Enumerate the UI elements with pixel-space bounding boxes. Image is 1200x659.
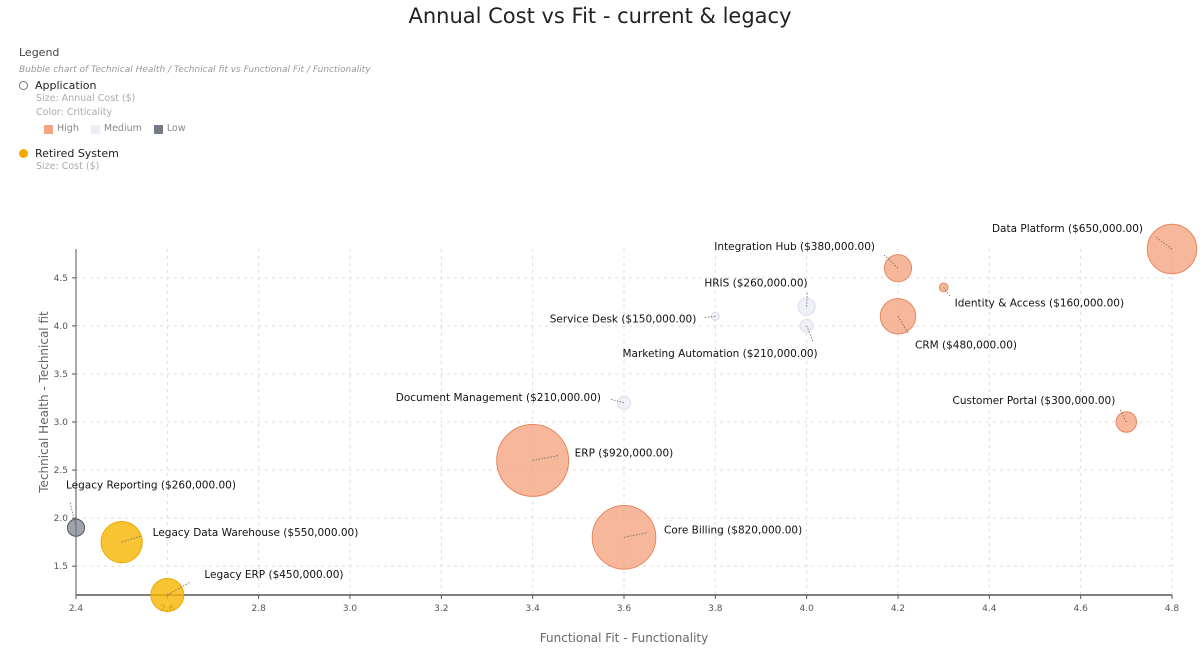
y-tick-label: 3.5 bbox=[54, 370, 68, 380]
data-label: Data Platform ($650,000.00) bbox=[992, 223, 1143, 235]
data-label: Service Desk ($150,000.00) bbox=[550, 313, 697, 325]
filled-circle-icon bbox=[19, 148, 28, 158]
y-tick-label: 3.0 bbox=[54, 418, 69, 428]
hollow-circle-icon bbox=[19, 81, 28, 90]
x-tick-label: 4.4 bbox=[982, 604, 997, 614]
y-tick-label: 1.5 bbox=[54, 562, 68, 572]
x-tick-label: 3.4 bbox=[526, 604, 541, 614]
x-tick-label: 4.6 bbox=[1074, 604, 1089, 614]
y-tick-label: 4.0 bbox=[54, 322, 69, 332]
x-tick-label: 2.8 bbox=[252, 604, 267, 614]
legend-application-label: Application bbox=[35, 79, 97, 92]
data-label: Customer Portal ($300,000.00) bbox=[952, 395, 1115, 407]
high-swatch bbox=[44, 124, 53, 134]
data-label: Legacy ERP ($450,000.00) bbox=[204, 569, 343, 581]
y-tick-label: 2.5 bbox=[54, 466, 68, 476]
data-label: Integration Hub ($380,000.00) bbox=[714, 241, 875, 253]
data-label: Legacy Data Warehouse ($550,000.00) bbox=[153, 527, 359, 539]
legend-level-high[interactable]: High bbox=[44, 122, 79, 136]
leader-line bbox=[623, 532, 649, 538]
x-tick-label: 3.0 bbox=[343, 604, 358, 614]
leader-line bbox=[532, 455, 558, 461]
legend-level-medium[interactable]: Medium bbox=[90, 122, 142, 136]
leader-line bbox=[703, 315, 716, 318]
legend-level-label: High bbox=[57, 123, 79, 134]
x-tick-label: 4.8 bbox=[1165, 604, 1180, 614]
leader-line bbox=[943, 287, 951, 297]
legend-size-note: Size: Annual Cost ($) bbox=[36, 93, 136, 104]
x-tick-label: 3.6 bbox=[617, 604, 632, 614]
x-tick-label: 3.2 bbox=[434, 604, 448, 614]
data-label: Document Management ($210,000.00) bbox=[396, 392, 601, 404]
y-tick-label: 4.5 bbox=[54, 274, 68, 284]
x-tick-label: 2.4 bbox=[69, 604, 84, 614]
leader-line bbox=[121, 535, 141, 543]
data-label: Legacy Reporting ($260,000.00) bbox=[66, 480, 236, 492]
leader-line bbox=[1154, 236, 1173, 250]
legend-level-low[interactable]: Low bbox=[153, 122, 186, 136]
legend-heading: Legend bbox=[19, 46, 60, 59]
leader-line bbox=[806, 292, 808, 307]
leader-line bbox=[69, 501, 77, 528]
legend-description: Bubble chart of Technical Health / Techn… bbox=[19, 65, 371, 75]
leader-line bbox=[897, 316, 909, 334]
data-label: Identity & Access ($160,000.00) bbox=[955, 297, 1124, 309]
legend-levels: High Medium Low bbox=[44, 122, 371, 139]
low-swatch bbox=[153, 124, 163, 134]
x-tick-label: 4.0 bbox=[800, 604, 815, 614]
leader-line bbox=[883, 254, 899, 269]
data-label: HRIS ($260,000.00) bbox=[704, 278, 807, 290]
chart-title: Annual Cost vs Fit - current & legacy bbox=[408, 4, 792, 28]
x-tick-label: 4.2 bbox=[891, 604, 905, 614]
legend-color-note: Color: Criticality bbox=[36, 107, 113, 118]
medium-swatch bbox=[90, 124, 100, 134]
data-label: Marketing Automation ($210,000.00) bbox=[623, 348, 818, 360]
x-axis-label: Functional Fit - Functionality bbox=[540, 631, 708, 645]
leader-line bbox=[610, 398, 625, 404]
data-label: CRM ($480,000.00) bbox=[915, 339, 1017, 351]
y-axis-label: Technical Health - Technical fit bbox=[37, 311, 51, 494]
legend-retired-label: Retired System bbox=[35, 146, 119, 160]
legend-level-label: Medium bbox=[103, 123, 142, 134]
legend-retired[interactable]: Retired System bbox=[19, 147, 371, 160]
legend: Legend Bubble chart of Technical Health … bbox=[19, 46, 371, 174]
data-label: ERP ($920,000.00) bbox=[575, 447, 674, 459]
legend-level-label: Low bbox=[166, 123, 186, 134]
legend-application[interactable]: Application bbox=[19, 79, 371, 92]
leader-line bbox=[1119, 408, 1127, 423]
leader-line bbox=[167, 582, 190, 596]
legend-retired-size-note: Size: Cost ($) bbox=[36, 160, 100, 172]
y-tick-label: 2.0 bbox=[54, 514, 69, 524]
data-label: Core Billing ($820,000.00) bbox=[664, 524, 802, 536]
x-tick-label: 3.8 bbox=[708, 604, 723, 614]
